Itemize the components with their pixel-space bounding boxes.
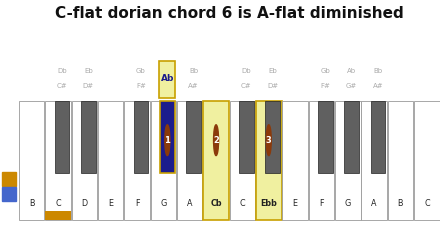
Text: A: A [371,199,377,208]
Text: C#: C# [241,83,252,89]
Text: A: A [187,199,192,208]
Bar [81,101,95,173]
Text: A#: A# [373,83,383,89]
Text: D#: D# [267,83,278,89]
Text: 2: 2 [213,136,219,145]
Text: Db: Db [57,68,67,74]
Bar [414,101,440,220]
Bar [309,101,334,220]
Bar [335,101,360,220]
Text: C-flat dorian chord 6 is A-flat diminished: C-flat dorian chord 6 is A-flat diminish… [55,6,403,21]
Text: C: C [424,199,429,208]
Text: G#: G# [346,83,357,89]
FancyBboxPatch shape [159,61,176,98]
Text: B: B [29,199,34,208]
Circle shape [213,125,219,155]
Bar [361,101,387,220]
Bar [2,172,16,186]
Bar [19,101,44,220]
Text: F#: F# [136,83,146,89]
Text: D: D [81,199,88,208]
Text: basicmusictheory.com: basicmusictheory.com [7,77,11,125]
Text: Gb: Gb [320,68,330,74]
Text: E: E [108,199,113,208]
Bar [230,101,255,220]
Bar [345,101,359,173]
Text: D#: D# [83,83,94,89]
Circle shape [165,125,170,155]
Text: Cb: Cb [210,199,222,208]
Bar [265,101,280,173]
Text: A#: A# [188,83,199,89]
Bar [160,101,175,173]
Bar [45,211,71,220]
Bar [256,101,282,220]
Text: E: E [293,199,297,208]
Bar [45,101,71,220]
Bar [124,101,150,220]
Text: C#: C# [57,83,67,89]
Circle shape [266,125,271,155]
Text: B: B [398,199,403,208]
Bar [177,101,202,220]
Text: Ab: Ab [161,74,174,83]
Text: Bb: Bb [189,68,198,74]
Bar [98,101,124,220]
Text: Gb: Gb [136,68,146,74]
Text: 1: 1 [165,136,170,145]
Bar [282,101,308,220]
Text: Eb: Eb [268,68,277,74]
Bar [134,101,148,173]
Bar [203,101,229,220]
Text: Eb: Eb [84,68,93,74]
Text: F: F [319,199,324,208]
Bar [2,187,16,201]
Text: F#: F# [320,83,330,89]
Text: 3: 3 [266,136,271,145]
Bar [388,101,413,220]
Text: Bb: Bb [374,68,383,74]
Text: Ab: Ab [347,68,356,74]
Bar [55,101,69,173]
Text: Db: Db [242,68,251,74]
Bar [371,101,385,173]
Bar [72,101,97,220]
Text: G: G [345,199,351,208]
Bar [318,101,333,173]
Text: C: C [240,199,245,208]
Text: F: F [135,199,139,208]
Bar [150,101,176,220]
Bar [239,101,253,173]
Text: G: G [160,199,166,208]
Text: C: C [55,199,61,208]
Text: Ebb: Ebb [260,199,277,208]
Bar [187,101,201,173]
